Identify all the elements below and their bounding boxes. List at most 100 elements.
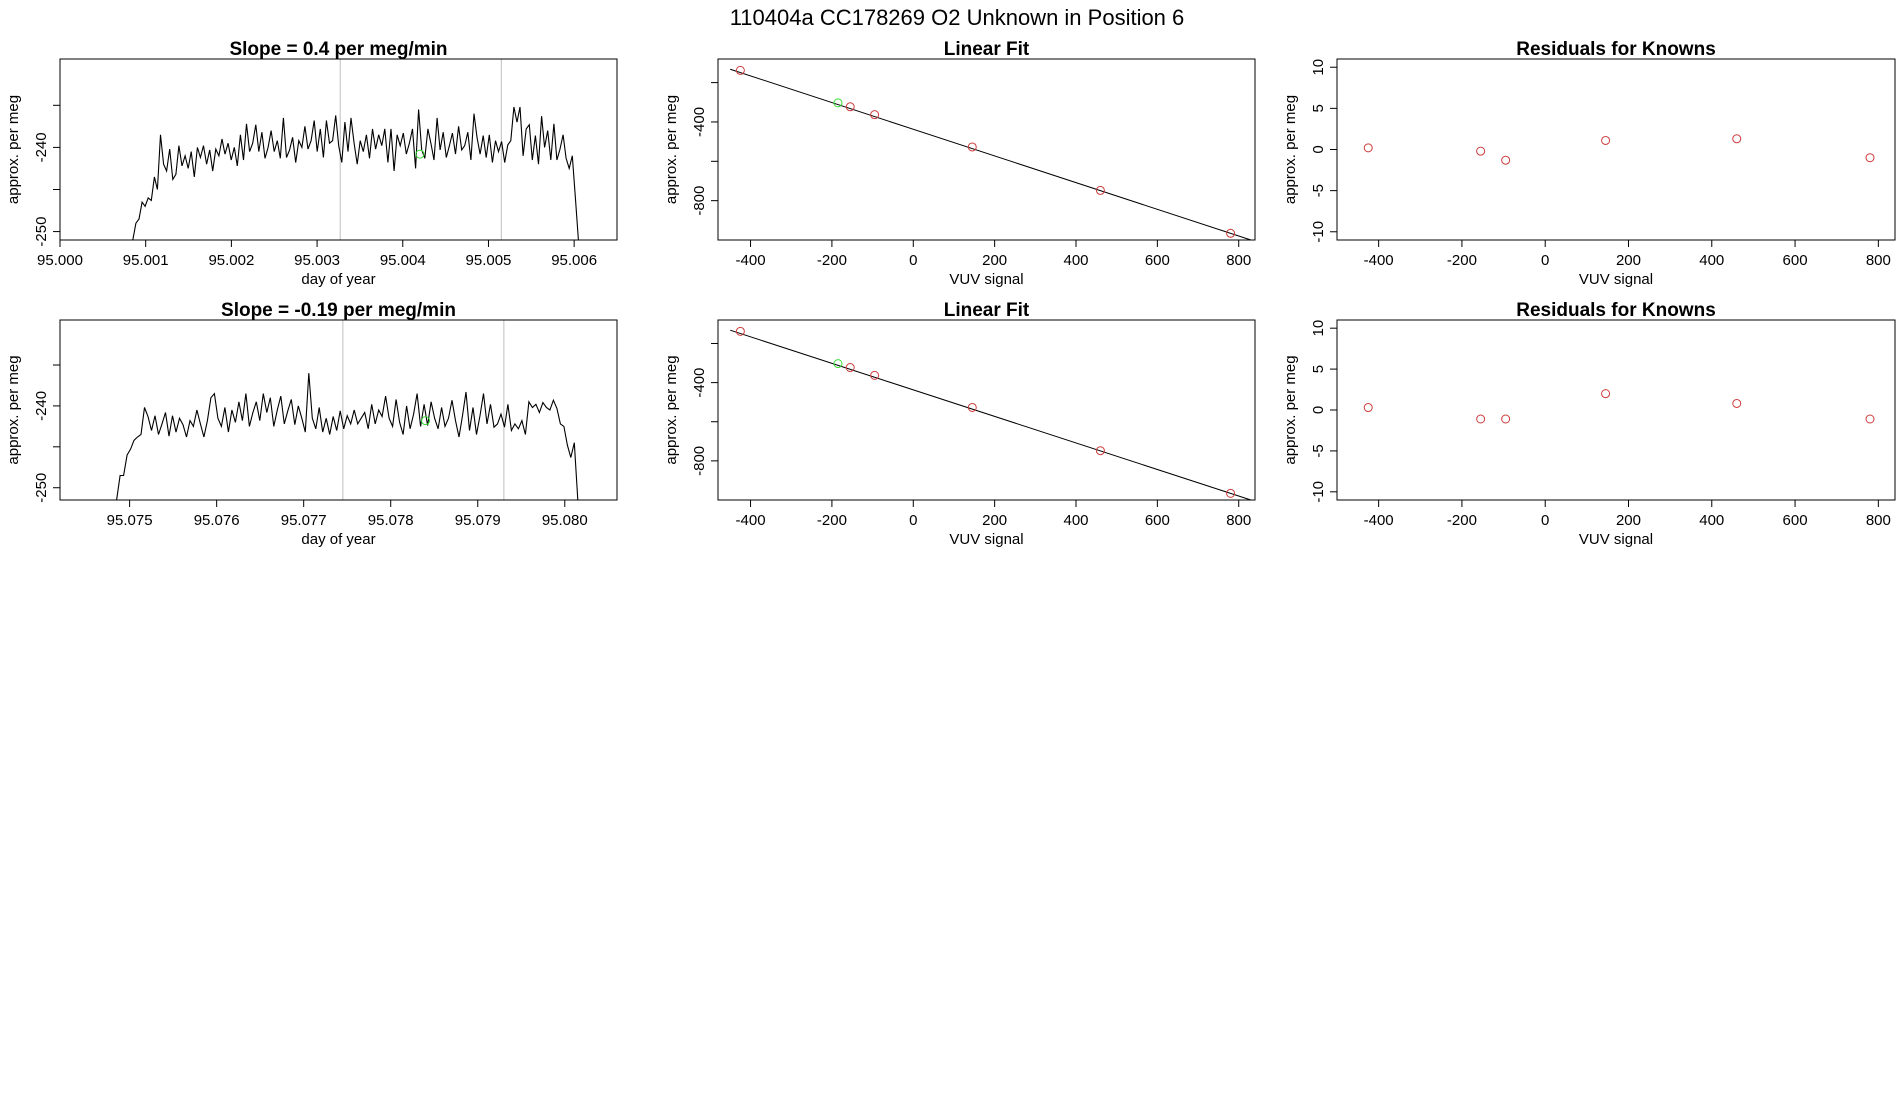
data-point	[845, 102, 855, 112]
data-point	[1095, 185, 1105, 195]
y-tick-label: 10	[1310, 320, 1327, 337]
chart-panel-5: Linear Fit -400 -200 0 200 400 600 800 -800 -400 V…	[663, 300, 1256, 548]
chart-title: Residuals for Knowns	[1516, 39, 1716, 60]
data-point	[1226, 488, 1236, 498]
y-tick-label: -10	[1310, 481, 1327, 503]
data-point	[870, 110, 880, 120]
unknown-point	[421, 416, 431, 426]
x-axis-label: VUV signal	[949, 271, 1023, 288]
x-tick-label: -400	[1364, 512, 1394, 529]
data-point	[1226, 228, 1236, 238]
data-point	[1501, 155, 1511, 165]
y-axis-label: approx. per meg	[5, 355, 22, 464]
unknown-point	[833, 359, 843, 369]
x-tick-label: 400	[1063, 252, 1088, 269]
x-tick-label: 0	[909, 252, 917, 269]
x-tick-label: 95.004	[380, 252, 426, 269]
x-tick-label: -400	[736, 252, 766, 269]
x-tick-label: -400	[736, 512, 766, 529]
x-tick-label: -200	[1447, 512, 1477, 529]
x-axis-label: VUV signal	[1579, 531, 1653, 548]
x-tick-label: 400	[1063, 512, 1088, 529]
plot-frame	[717, 319, 1256, 501]
chart-title: Slope = 0.4 per meg/min	[229, 39, 447, 60]
y-axis-label: approx. per meg	[663, 355, 680, 464]
x-axis-label: day of year	[301, 531, 375, 548]
x-tick-label: 800	[1866, 252, 1891, 269]
x-tick-label: 95.006	[551, 252, 597, 269]
data-point	[1501, 414, 1511, 424]
plot-frame	[717, 58, 1256, 241]
x-tick-label: 200	[982, 512, 1007, 529]
chart-panel-4: Slope = -0.19 per meg/min 95.075 95.076 95.…	[5, 300, 618, 548]
chart-panel-6: Residuals for Knowns -400 -200 0 200 400 600 80…	[1282, 300, 1896, 548]
series-line	[132, 106, 579, 241]
x-tick-label: 200	[982, 252, 1007, 269]
y-axis-label: approx. per meg	[5, 95, 22, 204]
chart-title: Residuals for Knowns	[1516, 300, 1716, 321]
x-tick-label: 200	[1616, 252, 1641, 269]
x-tick-label: -200	[1447, 252, 1477, 269]
x-tick-label: 600	[1145, 252, 1170, 269]
x-tick-label: 95.002	[208, 252, 254, 269]
y-tick-label: 0	[1310, 145, 1327, 153]
plot-frame	[59, 319, 618, 501]
data-point	[1363, 403, 1373, 413]
y-tick-label: -800	[691, 186, 708, 216]
unknown-point	[415, 149, 425, 159]
series-line	[116, 373, 579, 501]
data-point	[1601, 135, 1611, 145]
data-point	[1363, 143, 1373, 153]
y-axis-label: approx. per meg	[1282, 95, 1299, 204]
chart-title: Linear Fit	[944, 300, 1030, 321]
fit-line	[730, 68, 1252, 241]
chart-panel-3: Residuals for Knowns -400 -200 0 200 400 600 80…	[1282, 39, 1896, 288]
y-axis-label: approx. per meg	[663, 95, 680, 204]
unknown-point	[833, 98, 843, 108]
y-tick-label: 10	[1310, 59, 1327, 76]
x-tick-label: 95.077	[281, 512, 327, 529]
x-tick-label: 600	[1145, 512, 1170, 529]
x-tick-label: 95.079	[455, 512, 501, 529]
x-tick-label: 95.075	[107, 512, 153, 529]
plot-frame	[59, 58, 618, 241]
x-tick-label: 95.076	[194, 512, 240, 529]
y-tick-label: -240	[33, 391, 50, 421]
y-tick-label: -250	[33, 217, 50, 247]
data-point	[1095, 446, 1105, 456]
data-point	[967, 402, 977, 412]
x-tick-label: 600	[1783, 512, 1808, 529]
data-point	[870, 370, 880, 380]
y-tick-label: -5	[1310, 184, 1327, 197]
x-axis-label: day of year	[301, 271, 375, 288]
x-axis-label: VUV signal	[1579, 271, 1653, 288]
data-point	[967, 142, 977, 152]
data-point	[1865, 414, 1875, 424]
data-point	[1732, 134, 1742, 144]
chart-title: Linear Fit	[944, 39, 1030, 60]
x-tick-label: 0	[1541, 252, 1549, 269]
data-point	[845, 363, 855, 373]
data-point	[1476, 146, 1486, 156]
data-point	[735, 65, 745, 75]
x-tick-label: 95.080	[542, 512, 588, 529]
x-tick-label: 95.078	[368, 512, 414, 529]
x-tick-label: 0	[1541, 512, 1549, 529]
x-tick-label: 800	[1226, 512, 1251, 529]
chart-panel-1: Slope = 0.4 per meg/min 95.000 95.001 95.00…	[5, 39, 618, 288]
x-tick-label: 95.003	[294, 252, 340, 269]
data-point	[1476, 414, 1486, 424]
x-tick-label: 400	[1699, 252, 1724, 269]
x-tick-label: 200	[1616, 512, 1641, 529]
chart-panel-2: Linear Fit -400 -200 0 200 400 600 800 -800 -400 V…	[663, 39, 1256, 288]
plot-frame	[1336, 58, 1896, 241]
x-tick-label: -400	[1364, 252, 1394, 269]
y-axis-label: approx. per meg	[1282, 355, 1299, 464]
x-tick-label: 400	[1699, 512, 1724, 529]
page-title: 110404a CC178269 O2 Unknown in Position …	[730, 5, 1185, 30]
plot-frame	[1336, 319, 1896, 501]
x-tick-label: 95.001	[123, 252, 169, 269]
fit-line	[730, 329, 1252, 501]
y-tick-label: -400	[691, 368, 708, 398]
